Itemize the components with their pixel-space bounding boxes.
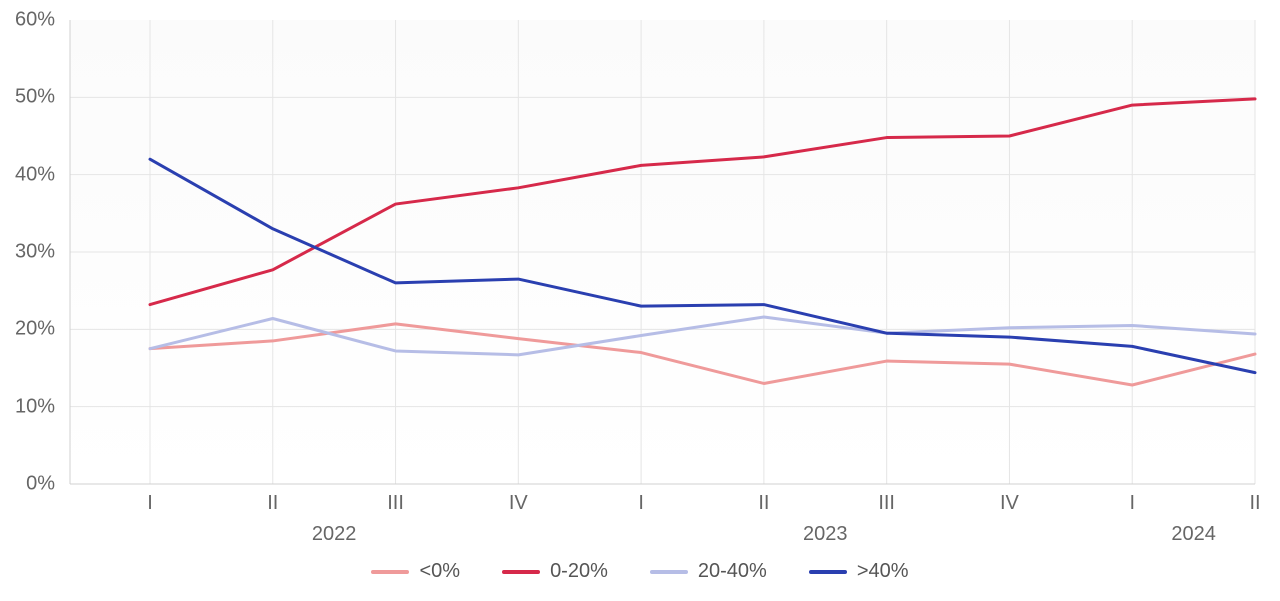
legend-label: 20-40% [698,560,767,583]
x-group-label: 2023 [803,523,848,546]
legend-swatch [371,570,409,574]
legend-swatch [650,570,688,574]
x-tick-label: III [878,492,895,515]
legend: <0% 0-20% 20-40% >40% [0,560,1280,583]
y-tick-label: 60% [0,9,55,32]
x-tick-label: I [638,492,644,515]
x-tick-label: II [267,492,278,515]
legend-swatch [809,570,847,574]
x-group-label: 2022 [312,523,357,546]
legend-item: >40% [809,560,909,583]
y-tick-label: 20% [0,318,55,341]
y-tick-label: 10% [0,395,55,418]
x-tick-label: I [1129,492,1135,515]
x-tick-label: I [147,492,153,515]
y-tick-label: 30% [0,241,55,264]
line-chart: 0%10%20%30%40%50%60% IIIIIIIVIIIIIIIVIII… [0,0,1280,601]
x-tick-label: IV [509,492,528,515]
legend-item: 0-20% [502,560,608,583]
x-tick-label: II [758,492,769,515]
x-tick-label: III [387,492,404,515]
x-tick-label: II [1249,492,1260,515]
x-group-label: 2024 [1171,523,1216,546]
x-tick-label: IV [1000,492,1019,515]
legend-label: 0-20% [550,560,608,583]
legend-label: >40% [857,560,909,583]
legend-item: <0% [371,560,460,583]
legend-item: 20-40% [650,560,767,583]
y-tick-label: 0% [0,473,55,496]
y-tick-label: 50% [0,86,55,109]
legend-swatch [502,570,540,574]
y-tick-label: 40% [0,163,55,186]
legend-label: <0% [419,560,460,583]
